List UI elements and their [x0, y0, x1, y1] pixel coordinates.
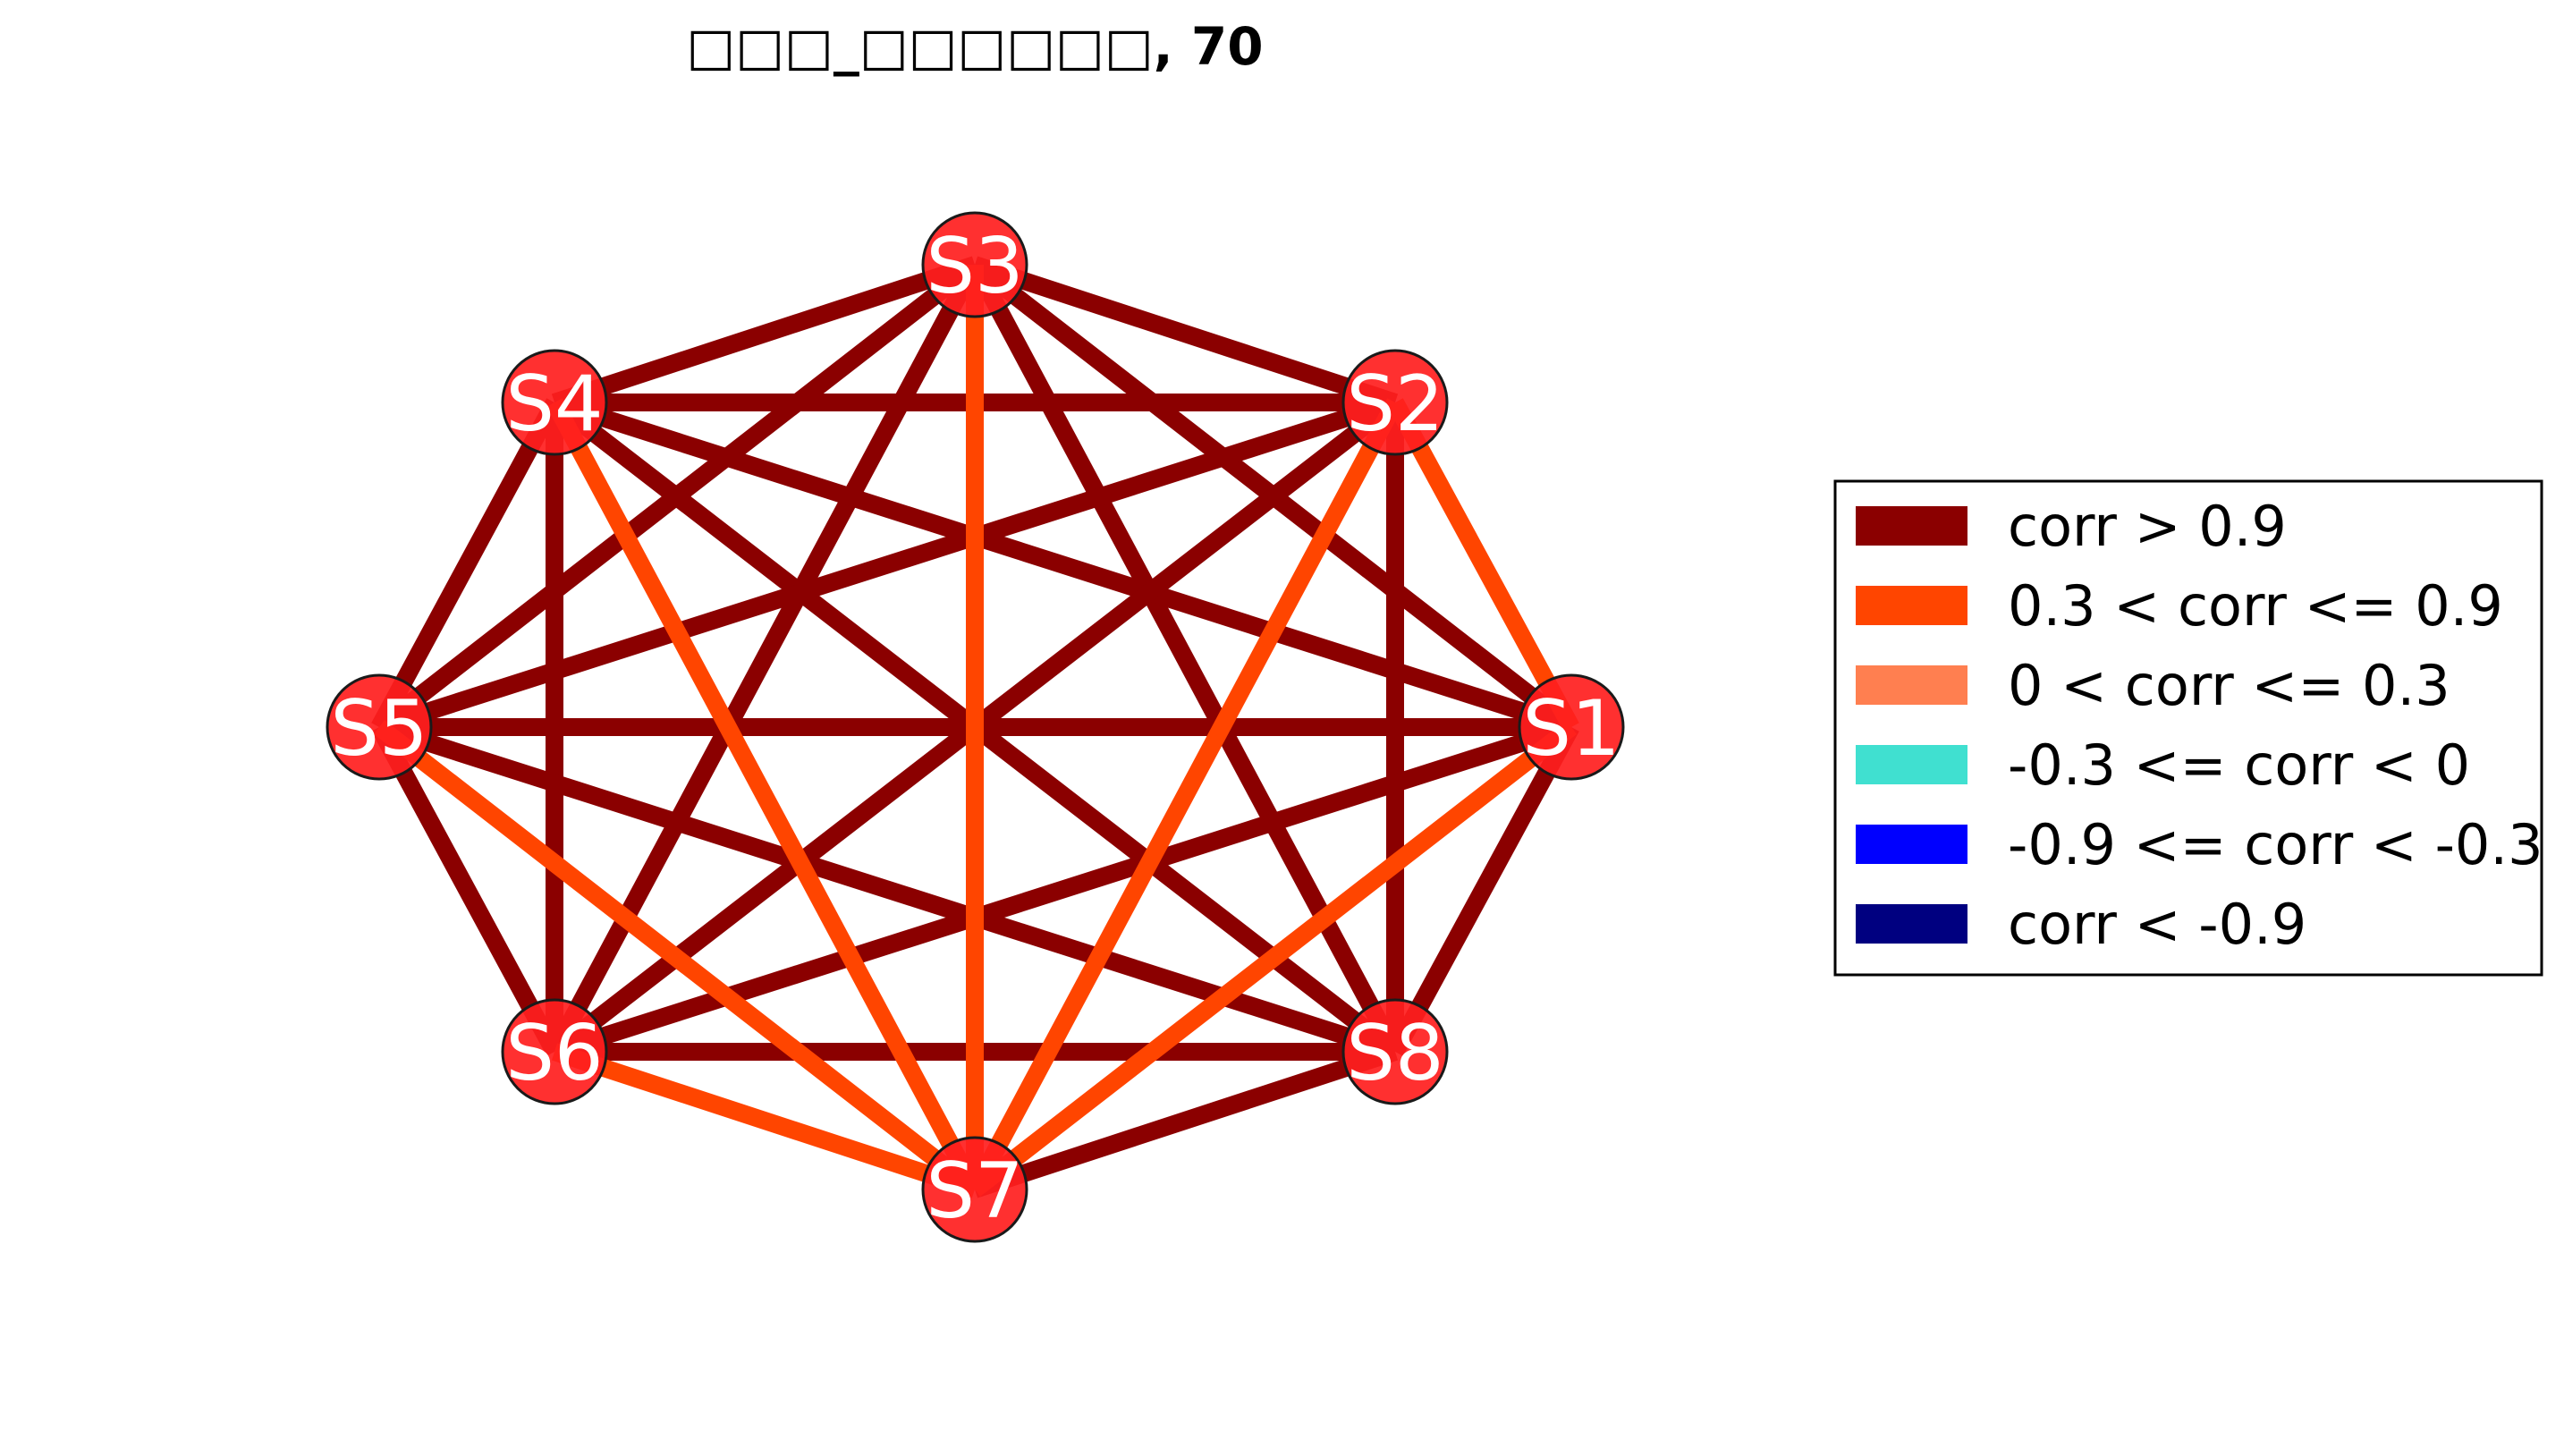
legend-frame: [1833, 479, 2543, 977]
edge-s1-s8: [1387, 723, 1579, 1056]
node-s1: S1: [1518, 673, 1625, 781]
node-s8: S8: [1341, 998, 1449, 1105]
edge-s2-s7: [967, 398, 1403, 1194]
edges-layer: [371, 256, 1579, 1198]
legend-item: -0.3 <= corr < 0: [1856, 732, 2470, 798]
legend-swatch: [1856, 665, 1967, 705]
node-label: S2: [1346, 360, 1443, 449]
node-label: S4: [505, 360, 603, 449]
node-s2: S2: [1341, 349, 1449, 456]
edge-s4-s5: [371, 398, 563, 732]
legend-swatch: [1856, 506, 1967, 546]
legend-swatch: [1856, 745, 1967, 784]
edge-s5-s7: [373, 720, 981, 1197]
edge-s4-s7: [546, 398, 983, 1194]
edge-s2-s1: [1387, 398, 1579, 732]
chart-title: □□□_□□□□□□, 70: [686, 16, 1263, 77]
edge-s3-s4: [551, 256, 978, 411]
node-label: S8: [1346, 1009, 1443, 1098]
legend-swatch: [1856, 904, 1967, 944]
edge-s8-s7: [971, 1043, 1399, 1198]
edge-s2-s5: [376, 394, 1399, 736]
node-s6: S6: [501, 998, 608, 1105]
edge-s5-s6: [371, 723, 563, 1056]
node-label: S7: [926, 1147, 1023, 1236]
node-circle: [1518, 673, 1625, 781]
nodes-layer: S1 S2 S3 S4 S5 S6 S7 S8: [326, 211, 1625, 1243]
node-label: S6: [505, 1009, 603, 1098]
legend-label: 0 < corr <= 0.3: [2008, 653, 2450, 718]
legend-item: corr < -0.9: [1856, 892, 2306, 957]
node-s3: S3: [921, 211, 1028, 318]
node-label: S5: [330, 684, 427, 774]
legend-swatch: [1856, 586, 1967, 625]
legend-items: corr > 0.9 0.3 < corr <= 0.9 0 < corr <= 0…: [1856, 494, 2543, 957]
node-s7: S7: [921, 1136, 1028, 1243]
node-circle: [501, 349, 608, 456]
legend-label: 0.3 < corr <= 0.9: [2008, 573, 2503, 639]
edge-s3-s2: [971, 256, 1399, 411]
legend-label: -0.3 <= corr < 0: [2008, 732, 2470, 798]
edge-s1-s7: [969, 720, 1578, 1197]
legend: corr > 0.9 0.3 < corr <= 0.9 0 < corr <= 0…: [1833, 479, 2543, 977]
legend-label: -0.9 <= corr < -0.3: [2008, 812, 2543, 877]
node-label: S1: [1522, 684, 1620, 774]
edge-s6-s7: [551, 1043, 978, 1198]
node-circle: [1341, 998, 1449, 1105]
node-circle: [326, 673, 433, 781]
legend-item: -0.9 <= corr < -0.3: [1856, 812, 2543, 877]
legend-label: corr > 0.9: [2008, 494, 2287, 559]
legend-swatch: [1856, 825, 1967, 864]
node-s4: S4: [501, 349, 608, 456]
node-circle: [501, 998, 608, 1105]
node-label: S3: [926, 222, 1023, 311]
legend-label: corr < -0.9: [2008, 892, 2306, 957]
legend-item: 0.3 < corr <= 0.9: [1856, 573, 2503, 639]
node-s5: S5: [326, 673, 433, 781]
node-circle: [921, 1136, 1028, 1243]
legend-item: 0 < corr <= 0.3: [1856, 653, 2450, 718]
legend-item: corr > 0.9: [1856, 494, 2287, 559]
node-circle: [921, 211, 1028, 318]
node-circle: [1341, 349, 1449, 456]
